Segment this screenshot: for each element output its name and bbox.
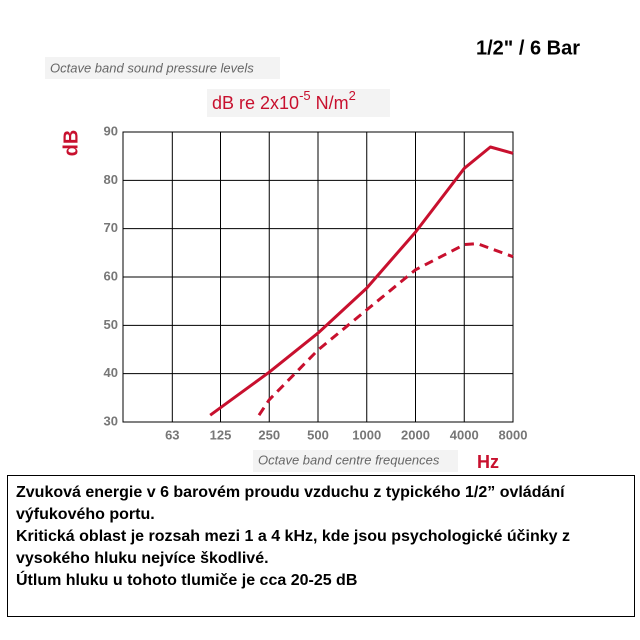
y-tick-label: 50 <box>104 317 118 332</box>
unit-exp: -5 <box>299 88 311 103</box>
x-tick-label: 500 <box>307 427 329 442</box>
y-tick-label: 90 <box>104 123 118 138</box>
y-tick-label: 60 <box>104 268 118 283</box>
x-tick-label: 4000 <box>450 427 479 442</box>
x-unit: Hz <box>477 452 499 472</box>
data-line <box>209 145 514 417</box>
x-tick-label: 63 <box>165 427 179 442</box>
chart: 1/2" / 6 Bar Octave band sound pressure … <box>45 37 580 472</box>
unit-base: dB re 2x10 <box>212 93 299 113</box>
x-axis-label: Octave band centre frequences <box>258 452 440 467</box>
y-tick-label: 30 <box>104 413 118 428</box>
unit-bg <box>207 89 390 117</box>
unit-label: dB re 2x10-5 N/m2 <box>212 88 356 112</box>
unit-exp: 2 <box>349 88 356 103</box>
description-box: Zvuková energie v 6 barovém proudu vzduc… <box>7 475 635 617</box>
y-tick-label: 40 <box>104 365 118 380</box>
x-tick-label: 8000 <box>499 427 528 442</box>
description-line: Kritická oblast je rozsah mezi 1 a 4 kHz… <box>16 528 570 567</box>
subtitle-bg <box>45 57 280 79</box>
subtitle: Octave band sound pressure levels <box>50 60 254 75</box>
y-tick-label: 80 <box>104 172 118 187</box>
unit-mid: N/m <box>311 93 349 113</box>
chart-title: 1/2" / 6 Bar <box>476 37 580 59</box>
x-tick-label: 2000 <box>401 427 430 442</box>
x-label-bg <box>253 450 458 472</box>
x-tick-label: 1000 <box>352 427 381 442</box>
x-tick-label: 125 <box>210 427 232 442</box>
x-tick-label: 250 <box>258 427 280 442</box>
description-line: Útlum hluku u tohoto tlumiče je cca 20-2… <box>16 572 358 589</box>
y-axis-label: dB <box>60 130 82 157</box>
y-tick-label: 70 <box>104 220 118 235</box>
data-line <box>257 242 514 417</box>
description-line: Zvuková energie v 6 barovém proudu vzduc… <box>16 484 565 523</box>
